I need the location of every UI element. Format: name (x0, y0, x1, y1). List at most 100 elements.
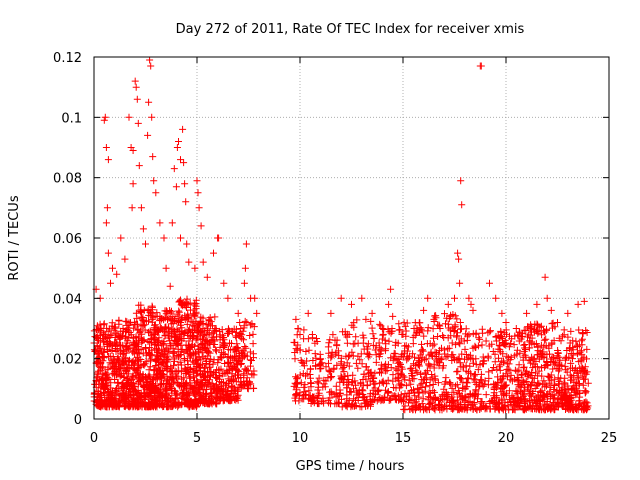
data-point (541, 273, 549, 281)
data-point (485, 374, 493, 382)
data-point (229, 365, 237, 373)
data-point (425, 361, 433, 369)
plot-frame (93, 56, 610, 420)
data-point (486, 398, 494, 405)
data-point (461, 345, 469, 353)
data-point (145, 98, 153, 106)
data-point (141, 326, 149, 334)
data-point (240, 279, 248, 287)
data-point (305, 387, 313, 395)
data-point (366, 392, 374, 400)
data-point (165, 348, 173, 356)
data-point (169, 313, 177, 321)
data-point (420, 332, 428, 340)
data-point (471, 376, 479, 384)
data-point (424, 294, 432, 302)
data-point (351, 377, 359, 385)
data-point (96, 331, 104, 339)
data-point (430, 315, 438, 323)
data-point (126, 342, 134, 350)
data-point (474, 390, 482, 398)
data-point (456, 319, 464, 326)
data-point (551, 382, 559, 389)
data-point (440, 362, 447, 370)
data-point (184, 350, 192, 358)
data-point (499, 339, 507, 346)
data-point (342, 402, 350, 410)
data-point (515, 361, 523, 369)
data-point (555, 377, 563, 385)
data-point (430, 405, 438, 412)
data-point (292, 315, 300, 323)
data-point (439, 332, 447, 340)
data-point (575, 326, 583, 334)
data-point (478, 341, 486, 349)
data-point (215, 366, 223, 374)
data-point (129, 372, 137, 380)
data-point (304, 309, 312, 317)
data-point (150, 177, 158, 185)
data-point (189, 399, 196, 407)
data-point (328, 348, 336, 356)
data-point (389, 312, 397, 320)
data-point (240, 378, 248, 385)
data-point (239, 327, 247, 335)
y-tick-label: 0 (74, 413, 82, 428)
data-point (307, 374, 314, 382)
data-point (245, 380, 253, 388)
data-point (550, 386, 558, 393)
data-point (292, 386, 300, 394)
data-point (559, 332, 566, 340)
data-point (362, 315, 370, 323)
data-point (417, 370, 425, 378)
data-point (445, 324, 453, 332)
data-point (503, 352, 511, 360)
data-point (174, 380, 182, 388)
data-point (527, 372, 535, 379)
data-point (315, 374, 323, 382)
data-point (505, 387, 513, 395)
data-point (346, 351, 354, 359)
data-point (125, 113, 133, 121)
data-point (372, 358, 380, 366)
data-point (300, 326, 308, 334)
data-point (414, 384, 422, 392)
data-point (507, 340, 515, 348)
data-point (294, 374, 302, 382)
y-tick-label: 0.08 (53, 172, 82, 187)
data-point (541, 400, 549, 408)
data-point (116, 335, 124, 343)
data-point (160, 402, 168, 410)
data-point (478, 398, 486, 405)
data-point (94, 388, 102, 395)
data-point (104, 156, 112, 164)
data-point (498, 357, 506, 365)
data-point (567, 350, 575, 357)
data-point (495, 363, 503, 371)
data-point (379, 396, 387, 404)
data-point (340, 364, 348, 371)
data-point (199, 370, 206, 378)
data-point (201, 400, 208, 408)
data-point (531, 363, 539, 371)
data-point (417, 403, 424, 411)
data-point (156, 219, 164, 227)
data-point (155, 355, 163, 363)
data-point (95, 336, 102, 344)
data-point (538, 349, 546, 357)
data-point (549, 353, 557, 361)
data-point (178, 315, 186, 323)
data-point (331, 336, 339, 344)
data-point (529, 378, 537, 386)
data-point (528, 339, 536, 347)
data-point (486, 327, 494, 335)
data-point (568, 376, 576, 384)
data-point (148, 113, 156, 121)
data-point (319, 397, 327, 405)
data-point (454, 329, 461, 337)
data-point (472, 360, 480, 368)
data-point (503, 366, 511, 374)
data-point (141, 360, 149, 368)
data-point (349, 371, 357, 379)
data-point (187, 373, 195, 381)
